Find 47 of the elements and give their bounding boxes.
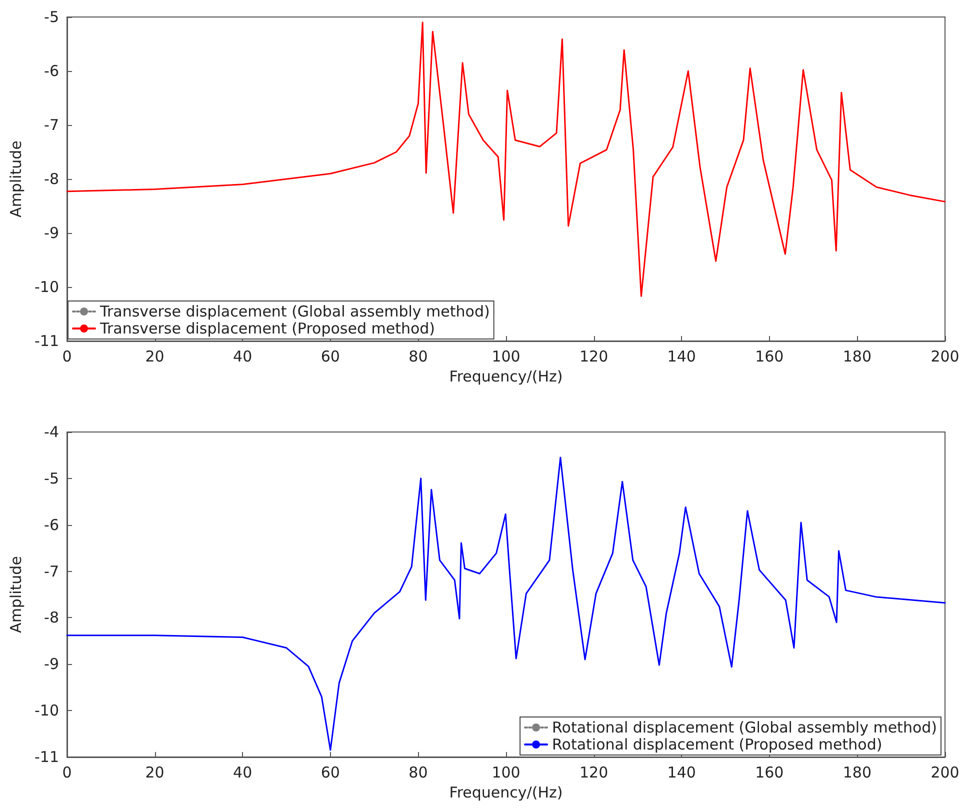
x-tick-label: 40: [233, 764, 252, 782]
y-tick-label: -11: [34, 748, 59, 766]
x-tick-label: 80: [408, 764, 428, 782]
y-tick-label: -4: [44, 423, 59, 441]
x-tick-label: 120: [579, 348, 608, 366]
x-tick-label: 120: [579, 764, 608, 782]
line-series: [66, 456, 946, 751]
x-tick-label: 20: [145, 764, 164, 782]
x-tick-label: 100: [492, 764, 520, 782]
x-tick-label: 60: [320, 764, 340, 782]
x-tick-label: 200: [930, 348, 960, 366]
x-tick-label: 0: [62, 764, 72, 782]
x-tick-label: 140: [667, 764, 696, 782]
y-tick-label: -10: [34, 278, 59, 296]
x-tick-label: 100: [492, 348, 520, 366]
y-tick-label: -7: [44, 562, 59, 580]
x-tick-label: 160: [755, 764, 784, 782]
x-tick-label: 80: [408, 348, 428, 366]
legend-label: Transverse displacement (Global assembly method): [99, 302, 490, 320]
y-tick-label: -7: [44, 116, 59, 134]
x-tick-label: 60: [320, 348, 340, 366]
x-tick-label: 160: [755, 348, 784, 366]
y-tick-label: -6: [44, 516, 59, 534]
y-tick-label: -5: [44, 8, 59, 26]
y-axis-title: Amplitude: [7, 556, 26, 633]
x-axis-title: Frequency/(Hz): [449, 367, 563, 386]
y-tick-label: -11: [34, 332, 59, 350]
line-series: [66, 22, 946, 297]
x-tick-label: 180: [842, 764, 872, 782]
y-tick-label: -9: [44, 224, 59, 242]
x-tick-label: 200: [930, 764, 960, 782]
x-tick-label: 180: [842, 348, 872, 366]
y-axis-title: Amplitude: [7, 140, 26, 218]
legend-label: Rotational displacement (Proposed method): [552, 736, 882, 754]
y-tick-label: -5: [44, 469, 59, 488]
legend-label: Rotational displacement (Global assembly method): [552, 718, 938, 736]
y-tick-label: -6: [44, 62, 59, 80]
y-tick-label: -9: [44, 655, 59, 674]
y-tick-label: -8: [44, 608, 59, 627]
x-tick-label: 140: [667, 348, 696, 366]
x-tick-label: 40: [233, 348, 252, 366]
y-tick-label: -10: [34, 702, 59, 720]
x-axis-title: Frequency/(Hz): [449, 783, 563, 802]
x-tick-label: 0: [62, 348, 72, 366]
x-tick-label: 20: [145, 348, 164, 366]
y-tick-label: -8: [44, 170, 59, 188]
legend-label: Transverse displacement (Proposed method): [99, 320, 436, 338]
